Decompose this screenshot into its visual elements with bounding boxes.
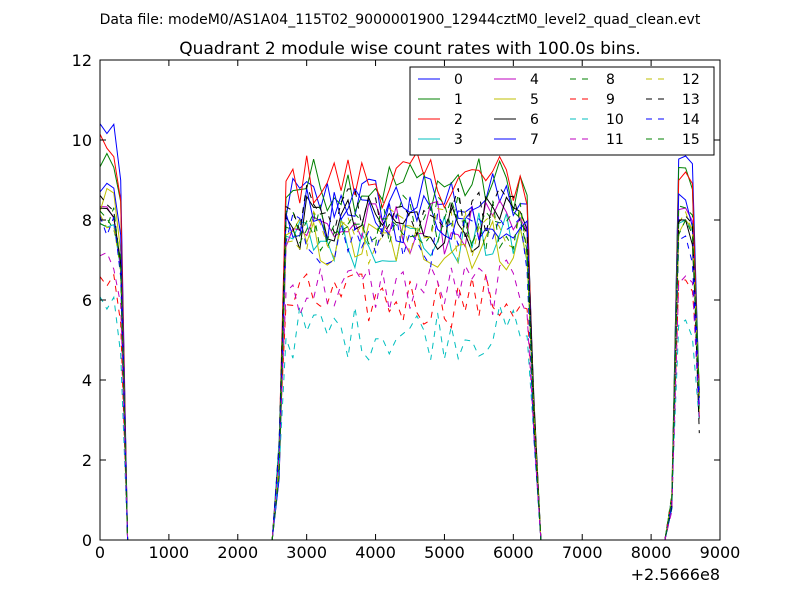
series-line-8 — [99, 194, 700, 541]
x-offset-label: +2.5666e8 — [631, 565, 720, 584]
series-line-14 — [99, 211, 700, 541]
legend-label-1: 1 — [454, 92, 463, 108]
legend-label-15: 15 — [682, 132, 700, 148]
legend-label-14: 14 — [682, 112, 700, 128]
legend-label-0: 0 — [454, 72, 463, 88]
legend-box — [409, 66, 715, 156]
series-line-9 — [99, 273, 700, 541]
series-line-2 — [99, 133, 700, 541]
y-tick-label: 8 — [82, 211, 92, 230]
x-tick-label: 5000 — [424, 543, 465, 562]
suptitle: Data file: modeM0/AS1A04_115T02_90000019… — [100, 12, 701, 28]
y-tick-label: 10 — [72, 131, 92, 150]
x-tick-label: 4000 — [355, 543, 396, 562]
y-tick-label: 2 — [82, 451, 92, 470]
x-tick-label: 9000 — [700, 543, 741, 562]
legend-label-5: 5 — [530, 92, 539, 108]
series-line-3 — [99, 212, 700, 541]
legend-label-4: 4 — [530, 72, 539, 88]
x-tick-label: 7000 — [562, 543, 603, 562]
chart-title: Quadrant 2 module wise count rates with … — [179, 39, 640, 59]
legend-label-9: 9 — [606, 92, 615, 108]
y-tick-label: 6 — [82, 291, 92, 310]
x-tick-label: 3000 — [286, 543, 327, 562]
series-line-12 — [99, 207, 700, 541]
x-tick-label: 6000 — [493, 543, 534, 562]
series-line-4 — [99, 199, 700, 541]
series-line-0 — [99, 123, 700, 541]
axis-ticks: 0 1000 2000 3000 4000 5000 6000 7000 8000 9000 0 2 4… — [72, 51, 741, 562]
series-line-1 — [99, 152, 700, 541]
x-tick-label: 1000 — [149, 543, 190, 562]
legend-label-8: 8 — [606, 72, 615, 88]
legend-label-6: 6 — [530, 112, 539, 128]
x-tick-label: 8000 — [631, 543, 672, 562]
y-tick-label: 0 — [82, 531, 92, 550]
legend-label-3: 3 — [454, 132, 463, 148]
series-line-6 — [99, 195, 700, 541]
series-line-10 — [99, 295, 700, 541]
legend-label-11: 11 — [606, 132, 624, 148]
y-tick-label: 4 — [82, 371, 92, 390]
legend-label-2: 2 — [454, 112, 463, 128]
series-line-15 — [99, 198, 700, 541]
x-tick-label: 0 — [95, 543, 105, 562]
legend-label-10: 10 — [606, 112, 624, 128]
legend-label-12: 12 — [682, 72, 700, 88]
y-tick-label: 12 — [72, 51, 92, 70]
legend-label-7: 7 — [530, 132, 539, 148]
legend-label-13: 13 — [682, 92, 700, 108]
x-tick-label: 2000 — [217, 543, 258, 562]
series-line-11 — [99, 251, 700, 541]
plot-area — [99, 123, 700, 541]
